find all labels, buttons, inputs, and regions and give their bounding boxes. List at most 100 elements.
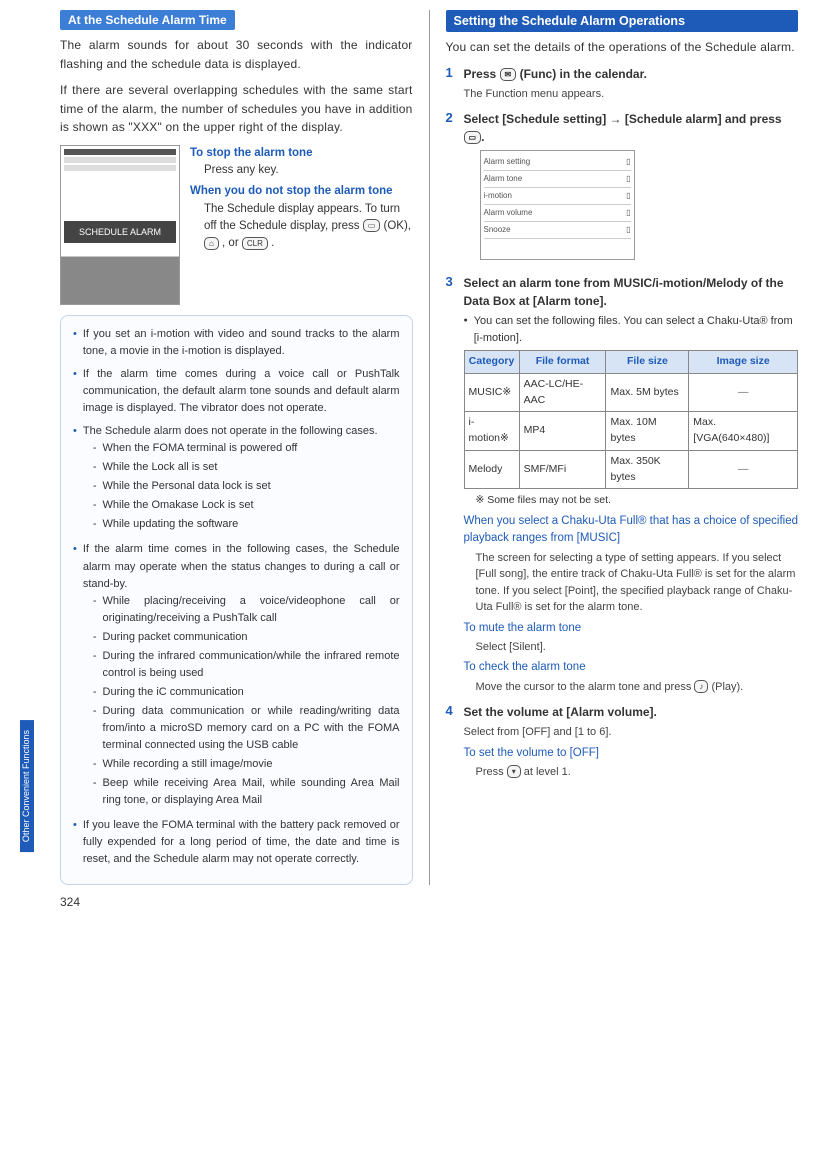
- step-bullet-text: You can set the following files. You can…: [474, 313, 798, 346]
- step-body: Press ✉ (Func) in the calendar.The Funct…: [464, 65, 799, 105]
- play-key-icon: ♪: [694, 680, 708, 693]
- screenshot-row-value: ▯: [626, 207, 630, 219]
- blue-subtitle: To set the volume to [OFF]: [464, 745, 799, 762]
- note-bullet-icon: •: [73, 423, 77, 535]
- note-sub-text: While updating the software: [103, 516, 239, 533]
- note-text: If you set an i-motion with video and so…: [83, 326, 400, 360]
- screenshot-row: Alarm volume ▯: [484, 205, 631, 222]
- note-sub-text: While the Lock all is set: [103, 459, 218, 476]
- dash-icon: -: [93, 440, 97, 457]
- note-sub-item: -During packet communication: [93, 629, 400, 646]
- note-text: If you leave the FOMA terminal with the …: [83, 817, 400, 868]
- right-column: Setting the Schedule Alarm Operations Yo…: [446, 10, 799, 885]
- note-sub-item: -While the Lock all is set: [93, 459, 378, 476]
- step: 3Select an alarm tone from MUSIC/i-motio…: [446, 274, 799, 697]
- table-row: MUSIC※AAC-LC/HE-AACMax. 5M bytes—: [464, 373, 798, 412]
- down-key-icon: ▾: [507, 765, 521, 778]
- dash-icon: -: [93, 516, 97, 533]
- step-title: Select [Schedule setting] → [Schedule al…: [464, 110, 799, 146]
- note-sub-item: -Beep while receiving Area Mail, while s…: [93, 775, 400, 809]
- note-sublist: -While placing/receiving a voice/videoph…: [83, 593, 400, 810]
- note-sub-text: While the Personal data lock is set: [103, 478, 271, 495]
- table-header: File format: [519, 351, 606, 374]
- column-divider: [429, 10, 430, 885]
- key-clr-icon: CLR: [242, 237, 268, 250]
- note-bullet-icon: •: [73, 817, 77, 868]
- note-main-text: The Schedule alarm does not operate in t…: [83, 423, 378, 440]
- note-item: •If the alarm time comes in the followin…: [73, 541, 400, 811]
- note-bullet-icon: •: [73, 326, 77, 360]
- table-cell: MP4: [519, 412, 606, 451]
- note-sub-item: -While placing/receiving a voice/videoph…: [93, 593, 400, 627]
- key-ok-icon: ▭: [363, 219, 381, 232]
- screenshot-row-value: ▯: [626, 190, 630, 202]
- note-item: •If the alarm time comes during a voice …: [73, 366, 400, 417]
- side-tab: Other Convenient Functions: [20, 720, 34, 852]
- dash-icon: -: [93, 629, 97, 646]
- note-sub-item: -While recording a still image/movie: [93, 756, 400, 773]
- page-number: 324: [60, 895, 80, 909]
- step-title: Set the volume at [Alarm volume].: [464, 703, 799, 721]
- screenshot-schedule-alarm: SCHEDULE ALARM: [60, 145, 180, 305]
- right-header: Setting the Schedule Alarm Operations: [446, 10, 799, 32]
- step: 2Select [Schedule setting] → [Schedule a…: [446, 110, 799, 268]
- table-cell: —: [689, 450, 798, 489]
- dash-icon: -: [93, 684, 97, 701]
- note-sub-item: -During the iC communication: [93, 684, 400, 701]
- dash-icon: -: [93, 459, 97, 476]
- note-item: •If you set an i-motion with video and s…: [73, 326, 400, 360]
- table-cell: Max. [VGA(640×480)]: [689, 412, 798, 451]
- note-sub-item: -During the infrared communication/while…: [93, 648, 400, 682]
- table-row: i-motion※MP4Max. 10M bytesMax. [VGA(640×…: [464, 412, 798, 451]
- left-sub-header: At the Schedule Alarm Time: [60, 10, 235, 30]
- alarm-subsection: SCHEDULE ALARM To stop the alarm tone Pr…: [60, 145, 413, 305]
- stop-alarm-body: Press any key.: [190, 162, 413, 179]
- note-bullet-icon: •: [73, 541, 77, 811]
- note-text: If the alarm time comes in the following…: [83, 541, 400, 811]
- table-cell: i-motion※: [464, 412, 519, 451]
- screenshot-row: Alarm tone▯: [484, 171, 631, 188]
- screenshot-row: Alarm setting▯: [484, 154, 631, 171]
- table-header: Category: [464, 351, 519, 374]
- note-sub-text: During the iC communication: [103, 684, 244, 701]
- screenshot-settings: Alarm setting▯Alarm tone▯i-motion▯Alarm …: [480, 150, 635, 260]
- screenshot-row: i-motion▯: [484, 188, 631, 205]
- note-main-text: If the alarm time comes during a voice c…: [83, 366, 400, 417]
- nostop-body-4: .: [271, 237, 274, 249]
- nostop-title: When you do not stop the alarm tone: [190, 183, 413, 200]
- note-item: •If you leave the FOMA terminal with the…: [73, 817, 400, 868]
- screenshot-row-label: Snooze: [484, 224, 511, 236]
- func-key-icon: ✉: [500, 68, 517, 81]
- screenshot-row-label: Alarm volume: [484, 207, 533, 219]
- nostop-body: The Schedule display appears. To turn of…: [190, 201, 413, 253]
- screenshot-row-value: ▯: [626, 224, 630, 236]
- right-intro: You can set the details of the operation…: [446, 38, 799, 57]
- note-sub-item: -While updating the software: [93, 516, 378, 533]
- table-cell: Melody: [464, 450, 519, 489]
- note-main-text: If you set an i-motion with video and so…: [83, 326, 400, 360]
- note-sub-text: Beep while receiving Area Mail, while so…: [103, 775, 400, 809]
- note-sub-text: During the infrared communication/while …: [103, 648, 400, 682]
- blue-subtitle: To mute the alarm tone: [464, 620, 799, 637]
- step-number: 2: [446, 110, 458, 268]
- note-sublist: -When the FOMA terminal is powered off-W…: [83, 440, 378, 533]
- dash-icon: -: [93, 497, 97, 514]
- table-footnote: ※ Some files may not be set.: [476, 493, 799, 509]
- left-intro-2: If there are several overlapping schedul…: [60, 81, 413, 137]
- stop-alarm-title: To stop the alarm tone: [190, 145, 413, 162]
- note-main-text: If the alarm time comes in the following…: [83, 541, 400, 592]
- step-body: Select an alarm tone from MUSIC/i-motion…: [464, 274, 799, 697]
- blue-subtitle: When you select a Chaku-Uta Full® that h…: [464, 513, 799, 548]
- screenshot-row-value: ▯: [626, 173, 630, 185]
- note-box: •If you set an i-motion with video and s…: [60, 315, 413, 885]
- nostop-body-3: , or: [222, 237, 239, 249]
- note-sub-text: When the FOMA terminal is powered off: [103, 440, 298, 457]
- nostop-body-2: (OK),: [384, 220, 411, 232]
- step: 4Set the volume at [Alarm volume].Select…: [446, 703, 799, 782]
- file-format-table: CategoryFile formatFile sizeImage sizeMU…: [464, 350, 799, 489]
- step-title: Press ✉ (Func) in the calendar.: [464, 65, 799, 83]
- step: 1Press ✉ (Func) in the calendar.The Func…: [446, 65, 799, 105]
- blue-body: Move the cursor to the alarm tone and pr…: [464, 679, 799, 696]
- dash-icon: -: [93, 703, 97, 754]
- note-sub-text: During data communication or while readi…: [103, 703, 400, 754]
